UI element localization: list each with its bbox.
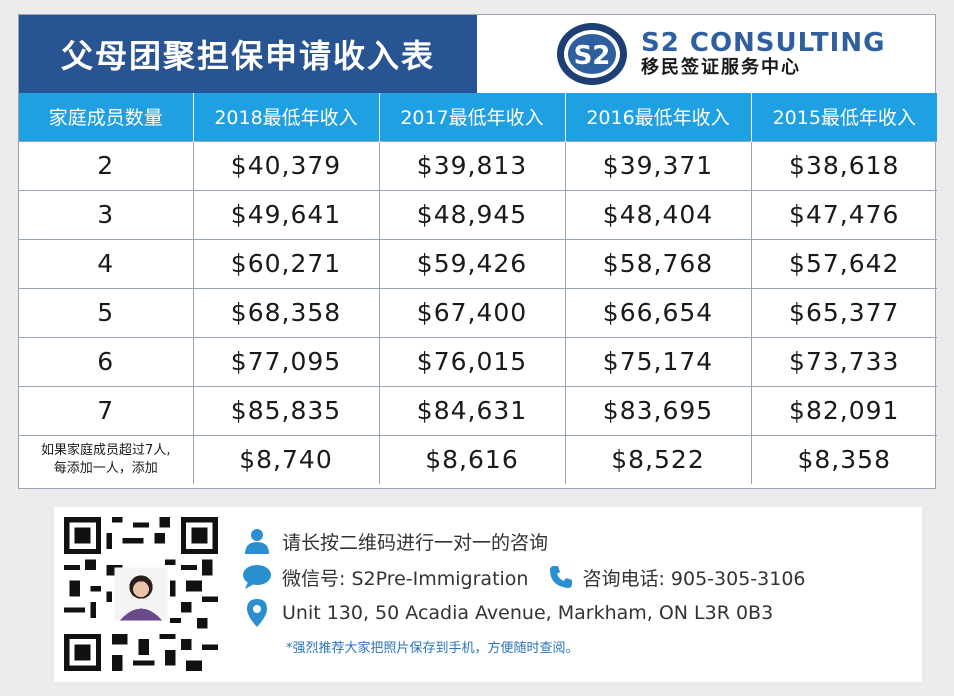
table-cell: $39,813 bbox=[378, 140, 565, 190]
table-cell: $40,379 bbox=[192, 140, 379, 190]
extra-label-line1: 如果家庭成员超过7人, bbox=[41, 443, 171, 459]
page-title: 父母团聚担保申请收入表 bbox=[60, 37, 435, 75]
income-table-card: 父母团聚担保申请收入表 S2 S2 CONSULTING 移民签证服务中心 家庭… bbox=[18, 14, 937, 489]
location-pin-icon bbox=[242, 598, 272, 628]
table-row: 5 $68,358 $67,400 $66,654 $65,377 bbox=[19, 287, 937, 337]
column-header: 家庭成员数量 bbox=[19, 93, 193, 141]
table-cell: $75,174 bbox=[564, 336, 751, 386]
table-cell: 6 bbox=[19, 336, 193, 386]
table-row-extra-member: 如果家庭成员超过7人, 每添加一人，添加 $8,740 $8,616 $8,52… bbox=[19, 434, 937, 484]
extra-label-line2: 每添加一人，添加 bbox=[53, 460, 158, 476]
table-cell: $77,095 bbox=[192, 336, 379, 386]
table-cell: 2 bbox=[19, 140, 193, 190]
save-photo-note: *强烈推荐大家把照片保存到手机，方便随时查阅。 bbox=[286, 641, 579, 656]
title-banner: 父母团聚担保申请收入表 bbox=[19, 15, 477, 93]
table-cell: $84,631 bbox=[378, 385, 565, 435]
column-header: 2017最低年收入 bbox=[378, 93, 565, 141]
table-cell: $39,371 bbox=[564, 140, 751, 190]
extra-member-label: 如果家庭成员超过7人, 每添加一人，添加 bbox=[19, 434, 193, 484]
table-row: 3 $49,641 $48,945 $48,404 $47,476 bbox=[19, 189, 937, 239]
table-cell: $76,015 bbox=[378, 336, 565, 386]
table-row: 6 $77,095 $76,015 $75,174 $73,733 bbox=[19, 336, 937, 386]
qr-prompt-line: 请长按二维码进行一对一的咨询 bbox=[242, 523, 806, 559]
address-line: Unit 130, 50 Acadia Avenue, Markham, ON … bbox=[242, 595, 806, 631]
table-row: 7 $85,835 $84,631 $83,695 $82,091 bbox=[19, 385, 937, 435]
table-cell: 7 bbox=[19, 385, 193, 435]
table-cell: $83,695 bbox=[564, 385, 751, 435]
table-cell: 5 bbox=[19, 287, 193, 337]
table-cell: 3 bbox=[19, 189, 193, 239]
table-cell: $58,768 bbox=[564, 238, 751, 288]
table-cell: $49,641 bbox=[192, 189, 379, 239]
table-cell: $65,377 bbox=[750, 287, 937, 337]
table-cell: $47,476 bbox=[750, 189, 937, 239]
person-icon bbox=[242, 527, 272, 555]
header: 父母团聚担保申请收入表 S2 S2 CONSULTING 移民签证服务中心 bbox=[19, 15, 935, 93]
phone-icon bbox=[546, 564, 576, 590]
table-cell: $57,642 bbox=[750, 238, 937, 288]
wechat-id[interactable]: 微信号: S2Pre-Immigration bbox=[282, 567, 529, 590]
table-cell: $67,400 bbox=[378, 287, 565, 337]
table-cell: $8,358 bbox=[750, 434, 937, 484]
table-cell: 4 bbox=[19, 238, 193, 288]
table-cell: $48,404 bbox=[564, 189, 751, 239]
table-cell: $68,358 bbox=[192, 287, 379, 337]
table-cell: $38,618 bbox=[750, 140, 937, 190]
column-header: 2015最低年收入 bbox=[750, 93, 937, 141]
table-cell: $66,654 bbox=[564, 287, 751, 337]
qr-prompt: 请长按二维码进行一对一的咨询 bbox=[282, 531, 549, 554]
table-cell: $59,426 bbox=[378, 238, 565, 288]
table-cell: $8,616 bbox=[378, 434, 565, 484]
logo-text: S2 bbox=[574, 41, 611, 71]
table-row: 2 $40,379 $39,813 $39,371 $38,618 bbox=[19, 140, 937, 190]
table-cell: $82,091 bbox=[750, 385, 937, 435]
table-cell: $8,740 bbox=[192, 434, 379, 484]
column-header: 2018最低年收入 bbox=[192, 93, 379, 141]
chat-bubble-icon bbox=[242, 564, 272, 590]
phone-number[interactable]: 咨询电话: 905-305-3106 bbox=[582, 567, 806, 590]
table-cell: $85,835 bbox=[192, 385, 379, 435]
brand: S2 S2 CONSULTING 移民签证服务中心 bbox=[477, 15, 935, 93]
wechat-phone-line: 微信号: S2Pre-Immigration 咨询电话: 905-305-310… bbox=[242, 559, 806, 595]
table-cell: $48,945 bbox=[378, 189, 565, 239]
table-cell: $8,522 bbox=[564, 434, 751, 484]
brand-name: S2 CONSULTING bbox=[641, 27, 886, 58]
table-cell: $73,733 bbox=[750, 336, 937, 386]
income-table: 家庭成员数量 2018最低年收入 2017最低年收入 2016最低年收入 201… bbox=[19, 93, 937, 484]
table-cell: $60,271 bbox=[192, 238, 379, 288]
contact-footer: 请长按二维码进行一对一的咨询 微信号: S2Pre-Immigration 咨询… bbox=[54, 507, 922, 682]
brand-subtitle: 移民签证服务中心 bbox=[641, 57, 801, 79]
address: Unit 130, 50 Acadia Avenue, Markham, ON … bbox=[282, 602, 774, 624]
s2-logo-icon: S2 bbox=[557, 23, 627, 85]
table-header-row: 家庭成员数量 2018最低年收入 2017最低年收入 2016最低年收入 201… bbox=[19, 93, 937, 141]
column-header: 2016最低年收入 bbox=[564, 93, 751, 141]
table-row: 4 $60,271 $59,426 $58,768 $57,642 bbox=[19, 238, 937, 288]
contact-info: 请长按二维码进行一对一的咨询 微信号: S2Pre-Immigration 咨询… bbox=[242, 523, 806, 656]
qr-code-icon[interactable] bbox=[64, 517, 218, 671]
